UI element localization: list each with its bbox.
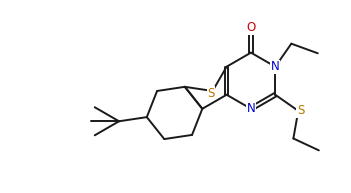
Text: N: N	[246, 102, 255, 115]
Text: N: N	[271, 60, 280, 73]
Text: O: O	[246, 21, 256, 34]
Text: S: S	[207, 87, 214, 100]
Text: S: S	[297, 104, 304, 117]
